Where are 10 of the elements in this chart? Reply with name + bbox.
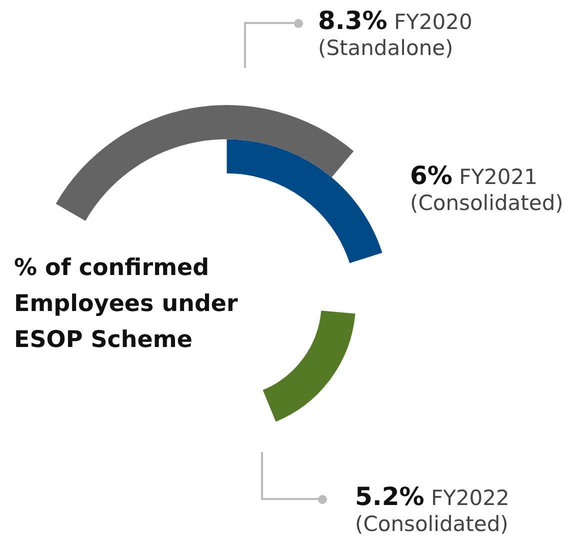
text: (Standalone) bbox=[318, 36, 454, 60]
data-label: 8.3% bbox=[318, 6, 388, 35]
category-label: FY2021 bbox=[459, 165, 538, 189]
category-label: FY2022 bbox=[431, 486, 510, 510]
text: (Consolidated) bbox=[410, 191, 564, 215]
data-label: 6% bbox=[410, 161, 452, 190]
data-label: 5.2% bbox=[355, 482, 424, 511]
category-label: FY2020 bbox=[394, 10, 472, 34]
text: (Consolidated) bbox=[355, 512, 508, 536]
text: % of confirmed Employees under ESOP Scheme bbox=[14, 254, 239, 355]
